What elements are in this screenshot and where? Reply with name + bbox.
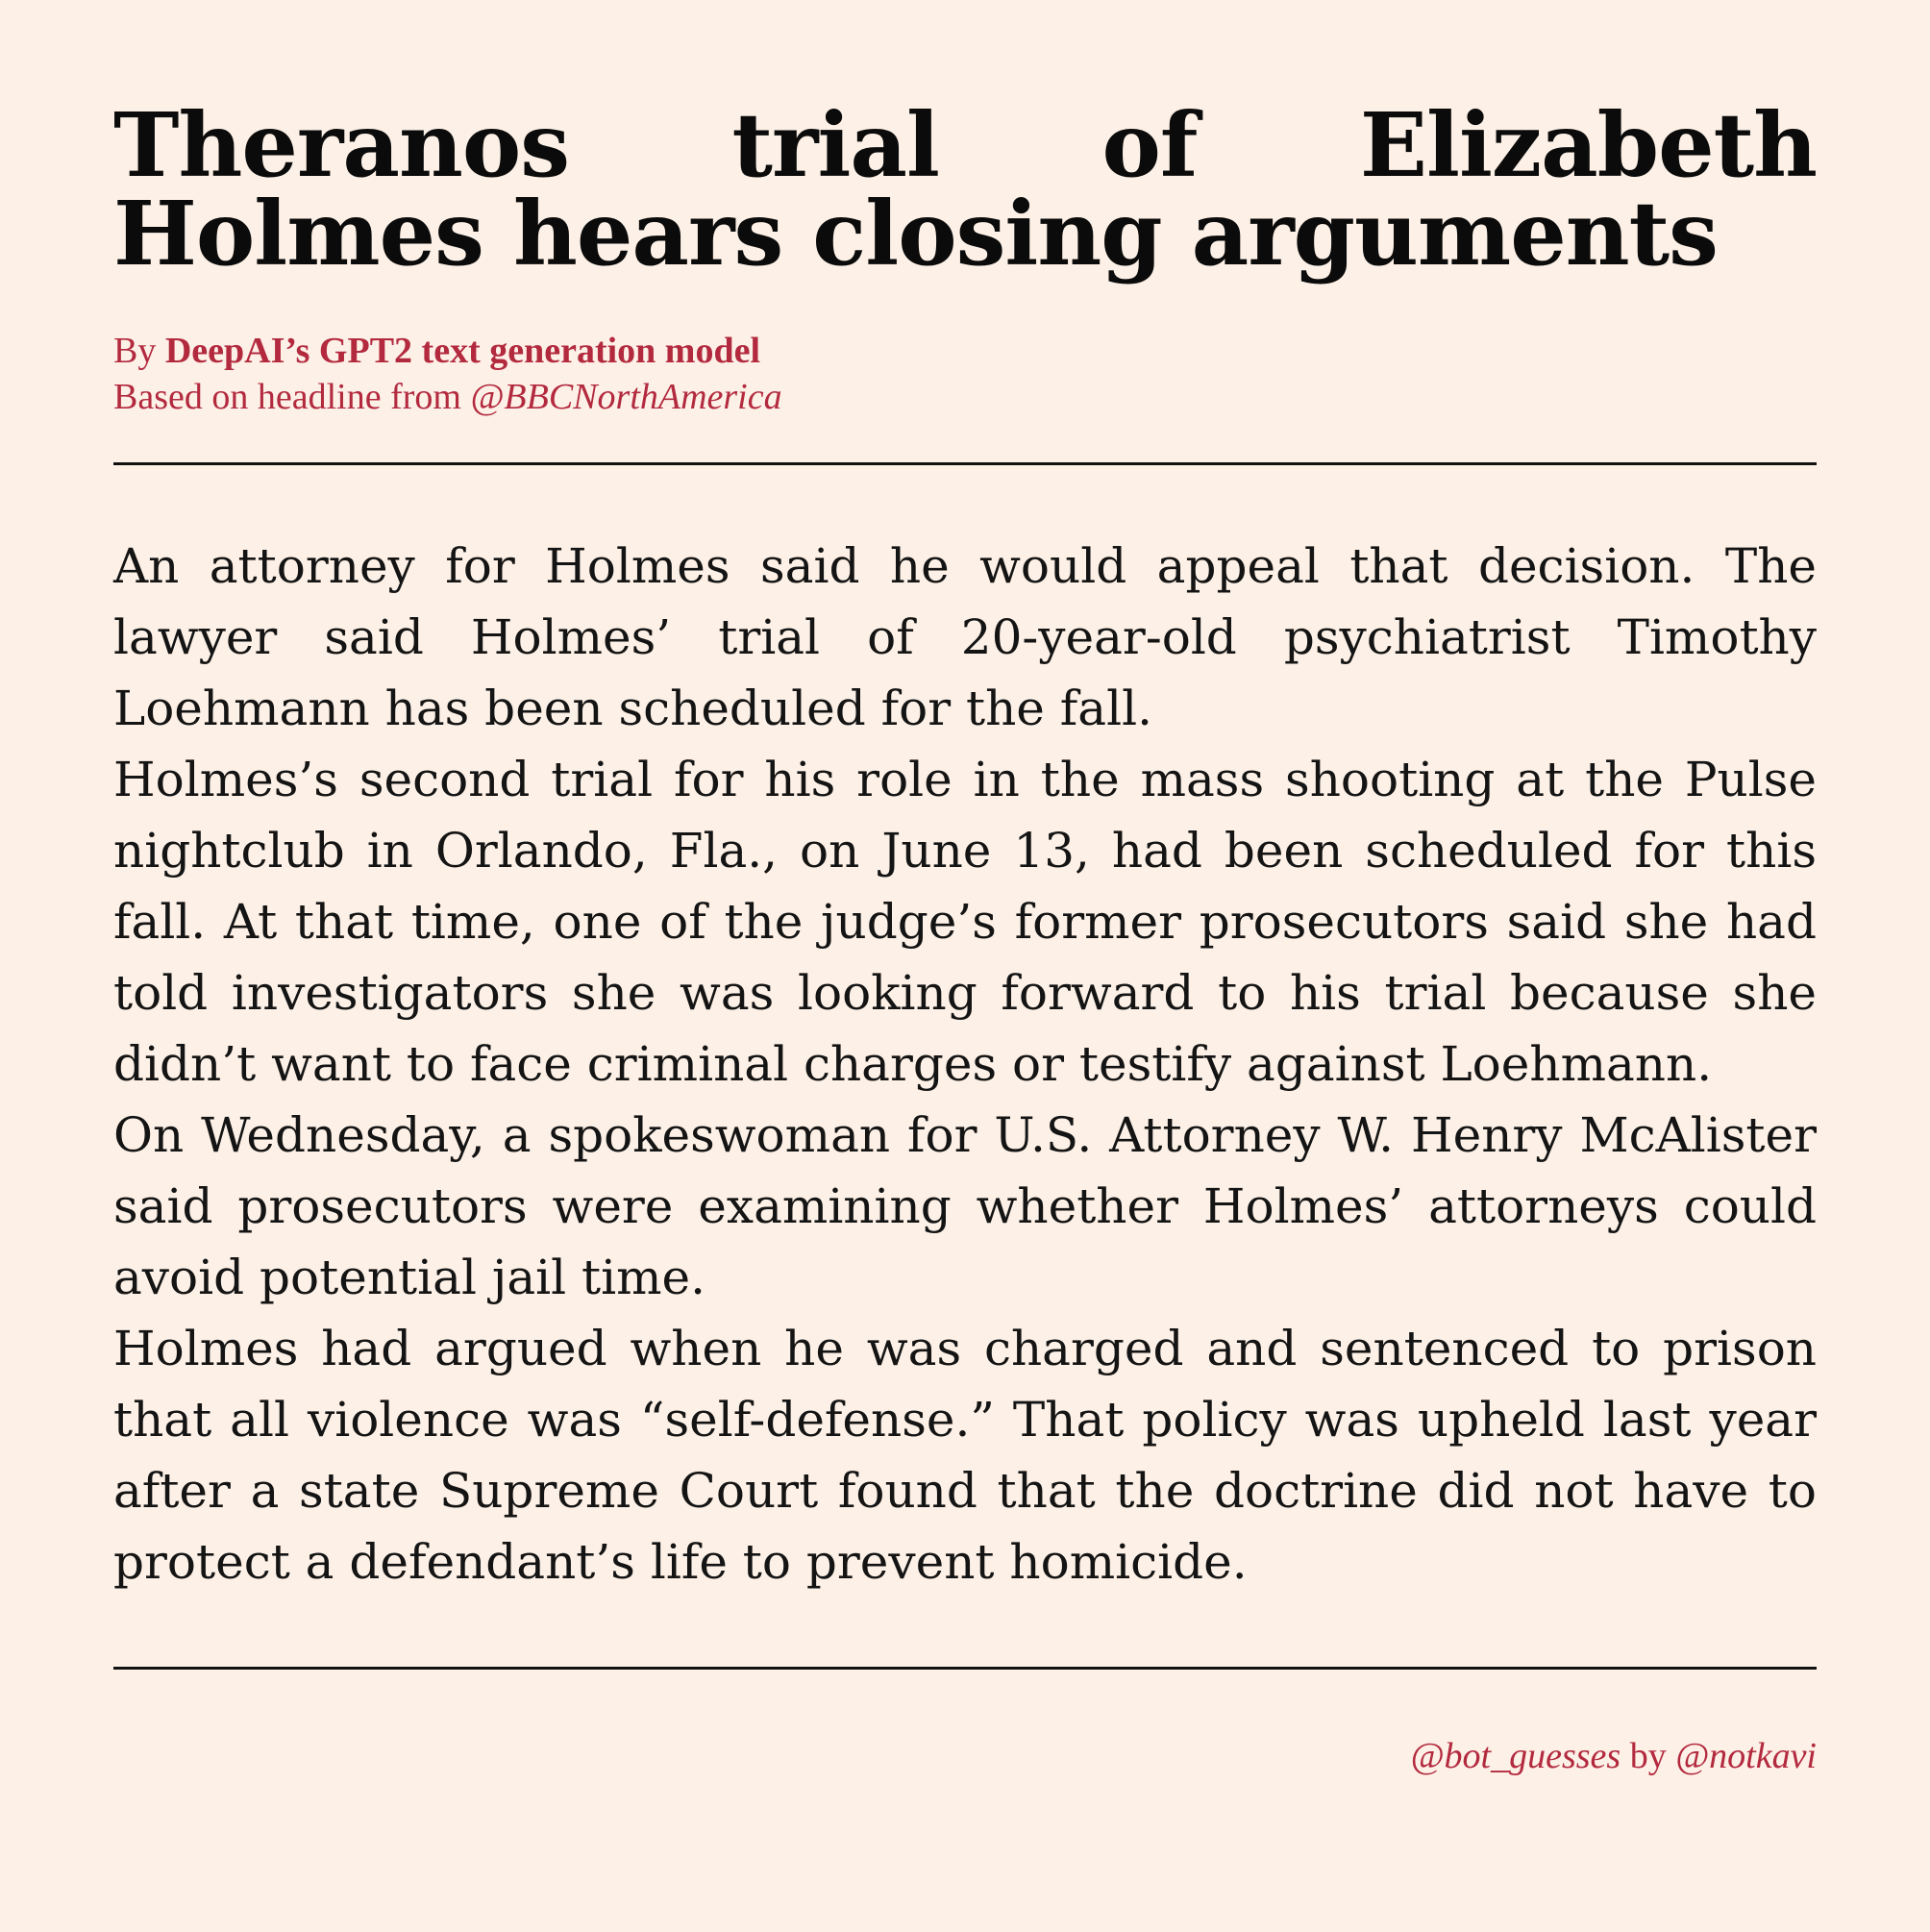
bottom-divider <box>113 1667 1817 1670</box>
article-paragraph: An attorney for Holmes said he would app… <box>113 538 1817 736</box>
byline-prefix: By <box>113 331 165 371</box>
byline-source-handle: @BBCNorthAmerica <box>470 377 782 417</box>
article-paragraph: Holmes’s second trial for his role in th… <box>113 752 1817 1092</box>
top-divider <box>113 462 1817 465</box>
byline-source-prefix: Based on headline from <box>113 377 471 417</box>
footer-bot-handle: @bot_guesses <box>1410 1736 1621 1776</box>
footer-author-handle: @notkavi <box>1675 1736 1817 1776</box>
byline-author-line: By DeepAI’s GPT2 text generation model <box>113 328 1817 374</box>
byline-author: DeepAI’s GPT2 text generation model <box>164 331 761 371</box>
article-paragraph: Holmes had argued when he was charged an… <box>113 1321 1817 1590</box>
article-body: An attorney for Holmes said he would app… <box>113 531 1817 1598</box>
footer-credit: @bot_guesses by @notkavi <box>113 1735 1817 1777</box>
byline-source-line: Based on headline from @BBCNorthAmerica <box>113 374 1817 420</box>
article-page: Theranos trial of Elizabeth Holmes hears… <box>113 93 1818 1777</box>
headline: Theranos trial of Elizabeth Holmes hears… <box>113 93 1818 285</box>
byline: By DeepAI’s GPT2 text generation model B… <box>113 328 1817 420</box>
footer-by-text: by <box>1621 1736 1676 1776</box>
article-paragraph: On Wednesday, a spokeswoman for U.S. Att… <box>113 1107 1817 1305</box>
